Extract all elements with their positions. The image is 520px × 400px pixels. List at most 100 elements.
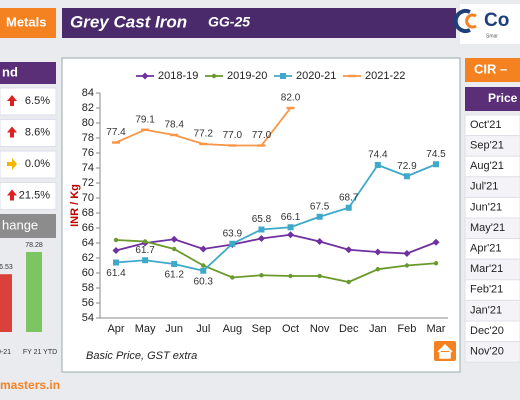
point [211,73,217,79]
y-tick-label: 72 [82,177,94,189]
point [199,245,207,253]
month-row [464,341,520,363]
month-label: Apr'21 [470,243,501,255]
change-row [0,87,57,116]
y-tick-label: 84 [82,87,94,99]
logo-text: Co [484,10,509,31]
point [287,224,294,231]
x-tick-label: Aug [223,323,243,335]
bar [26,251,42,332]
point [288,273,293,279]
point [317,273,322,279]
legend-label: 2021-22 [365,70,405,82]
section-label[interactable]: Metals [6,14,46,29]
bar-label: 56.53 [0,264,13,271]
point [171,246,177,252]
series-line [115,239,437,283]
point [141,72,149,80]
change-value: 8.6% [25,126,50,138]
right-arrow [7,158,17,170]
month-list: Oct'21 Sep'21 Aug'21 Jul'21 Jun'21 May'21 Apr'… [464,114,520,363]
up-arrow [7,95,17,106]
change-list: 6.5% 8.6% 0.0% 21.5% [0,87,57,210]
point [141,128,150,131]
home-icon[interactable] [437,343,453,359]
y-tick-label: 70 [82,192,94,204]
y-tick-label: 62 [82,252,94,264]
legend-label: 2019-20 [227,70,267,82]
y-tick-label: 76 [82,147,94,159]
y-tick-label: 80 [82,117,94,129]
data-label: 68.7 [339,192,359,203]
up-arrow [7,189,17,201]
chart-note: Basic Price, GST extra [86,350,197,362]
x-tick-label: Oct [282,323,299,335]
month-label: Oct'21 [470,119,501,131]
data-label: 61.7 [135,245,155,256]
legend-label: 2018-19 [158,70,198,82]
point [433,161,439,168]
point [433,261,439,266]
y-axis-label: INR / Kg [69,184,81,227]
x-tick-label: Jan [369,323,387,335]
logo-tagline: Smar [486,33,498,39]
point [404,263,410,268]
point [258,226,265,233]
x-tick-label: Sep [252,323,272,335]
month-label: Jul'21 [470,181,498,193]
bar [0,274,12,332]
up-arrow [7,126,17,138]
x-tick-label: FY 21 YTD [23,349,57,356]
y-tick-label: 64 [82,237,94,249]
data-label: 82.0 [281,93,301,104]
data-label: 60.3 [194,276,214,287]
title-banner [62,8,456,38]
data-label: 66.1 [281,212,301,223]
data-label: 77.2 [194,129,214,140]
logo-icon [465,13,477,29]
month-label: Aug'21 [470,160,504,172]
series-line [115,233,437,255]
change-row [0,182,57,210]
product-grade: GG-25 [208,14,250,30]
point [287,231,295,239]
section-tab[interactable] [0,8,56,38]
month-label: Feb'21 [470,284,503,296]
point [375,267,381,272]
data-label: 61.4 [106,268,126,279]
product-title: Grey Cast Iron [70,12,187,31]
mini-bar-chart: 56.53 0-21 78.28 FY 21 YTD [0,242,57,356]
point [113,237,119,243]
month-label: Jan'21 [470,304,502,316]
data-label: 77.0 [223,130,243,141]
x-tick-label: Jun [165,323,183,335]
data-label: 77.4 [106,127,126,138]
point [170,133,179,137]
point [403,250,411,257]
data-label: 74.5 [426,149,446,160]
data-label: 67.5 [310,201,330,212]
x-tick-label: Mar [427,323,446,335]
data-label: 72.9 [397,161,417,172]
x-tick-label: May [135,323,156,335]
data-label: 77.0 [252,130,272,141]
point [230,275,235,280]
point [112,247,120,254]
y-tick-label: 74 [82,162,94,174]
y-tick-label: 60 [82,267,94,279]
data-label: 61.2 [164,270,184,281]
point [142,239,148,244]
point [228,144,237,147]
x-tick-label: Nov [310,323,330,335]
x-tick-label: Jul [196,323,210,335]
month-label: Dec'20 [470,325,504,337]
point [403,173,410,180]
logo-icon [453,9,471,33]
cir-header [465,58,520,82]
y-tick-label: 78 [82,132,94,144]
chart-panel [61,57,461,373]
point [348,74,356,78]
point [201,263,206,268]
y-tick-label: 68 [82,207,94,219]
change-header [0,214,56,238]
